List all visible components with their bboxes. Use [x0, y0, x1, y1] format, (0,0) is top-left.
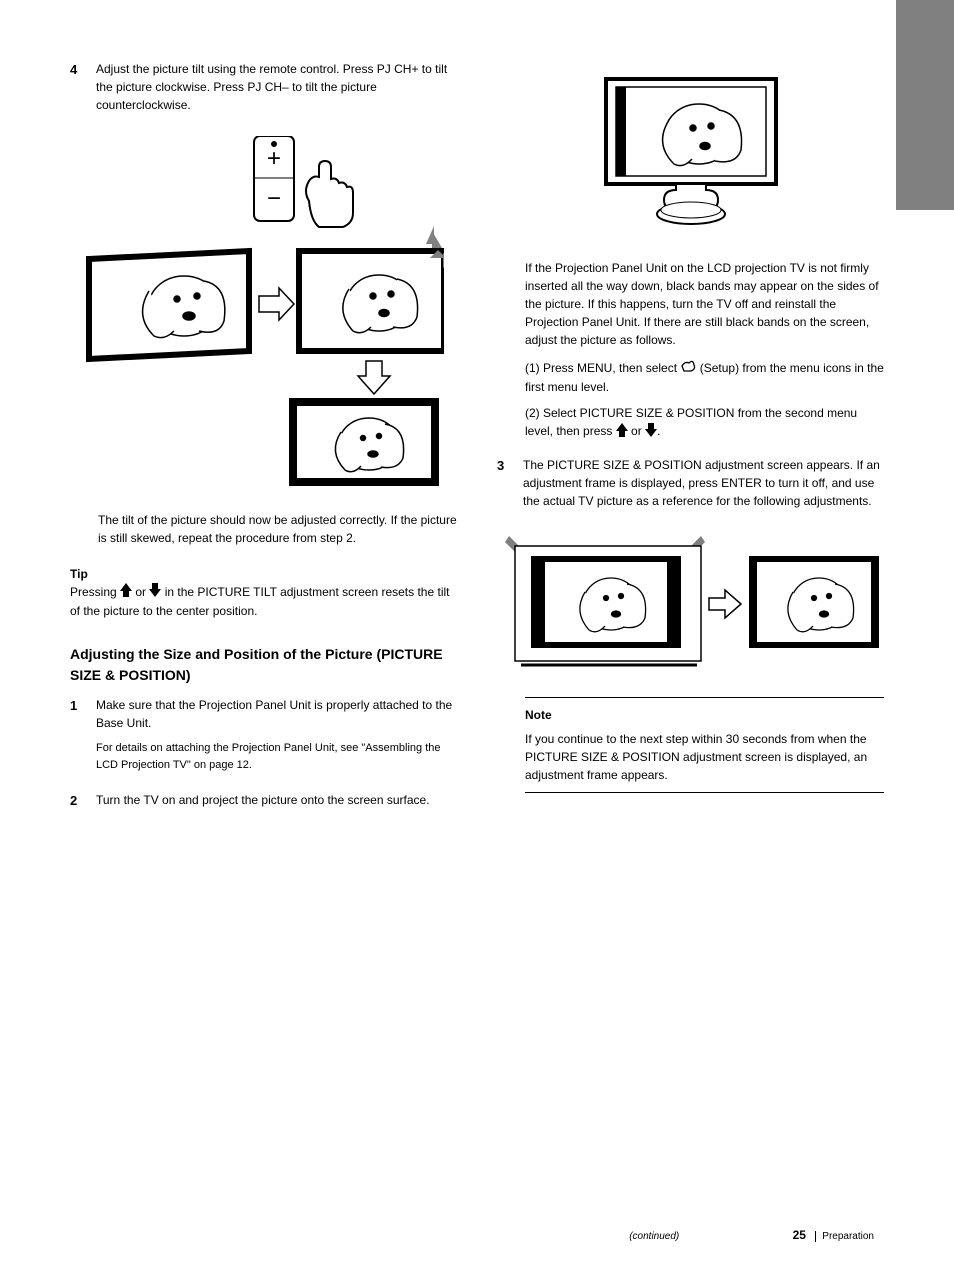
substep-2: (2) Select PICTURE SIZE & POSITION from …	[525, 404, 884, 441]
continued-label: (continued)	[629, 1231, 679, 1242]
down-arrow-icon-2	[645, 423, 657, 442]
note-text: If you continue to the next step within …	[525, 730, 884, 784]
tv-on-stand-diagram	[497, 74, 884, 239]
step2-text: Turn the TV on and project the picture o…	[96, 791, 457, 809]
left-column: 4 Adjust the picture tilt using the remo…	[70, 60, 457, 827]
down-arrow-icon	[149, 583, 161, 602]
note-block: Note If you continue to the next step wi…	[525, 697, 884, 793]
page-number: 25	[793, 1228, 806, 1242]
step-3: 3 The PICTURE SIZE & POSITION adjustment…	[497, 456, 884, 518]
substep-1: (1) Press MENU, then select (Setup) from…	[525, 359, 884, 396]
svg-text:+: +	[266, 145, 280, 172]
step1-subtext: For details on attaching the Projection …	[96, 740, 457, 773]
section-label: Preparation	[815, 1231, 874, 1242]
note-title: Note	[525, 706, 884, 724]
step-2: 2 Turn the TV on and project the picture…	[70, 791, 457, 817]
step-number-3: 3	[497, 456, 515, 476]
step-number-4: 4	[70, 60, 88, 80]
svg-text:−: −	[266, 185, 280, 212]
step-1: 1 Make sure that the Projection Panel Un…	[70, 696, 457, 781]
step4-text: Adjust the picture tilt using the remote…	[96, 60, 457, 114]
confirm-text: The tilt of the picture should now be ad…	[98, 511, 457, 547]
step1-text: Make sure that the Projection Panel Unit…	[96, 696, 457, 732]
tip-title: Tip	[70, 567, 88, 581]
right-intro: If the Projection Panel Unit on the LCD …	[525, 259, 884, 349]
step-number-2: 2	[70, 791, 88, 811]
tip-text: Pressing or in the PICTURE TILT adjustme…	[70, 583, 457, 620]
up-arrow-icon-2	[616, 423, 628, 442]
step-number-1: 1	[70, 696, 88, 716]
page-footer: (continued) 25 Preparation	[629, 1226, 874, 1244]
step3-text: The PICTURE SIZE & POSITION adjustment s…	[523, 456, 884, 510]
tilt-diagram: + −	[70, 136, 457, 491]
right-column: If the Projection Panel Unit on the LCD …	[497, 60, 884, 827]
adjust-size-title: Adjusting the Size and Position of the P…	[70, 644, 457, 686]
up-arrow-icon	[120, 583, 132, 602]
size-position-diagram	[497, 532, 884, 677]
setup-hand-icon	[680, 359, 696, 378]
step-4: 4 Adjust the picture tilt using the remo…	[70, 60, 457, 122]
